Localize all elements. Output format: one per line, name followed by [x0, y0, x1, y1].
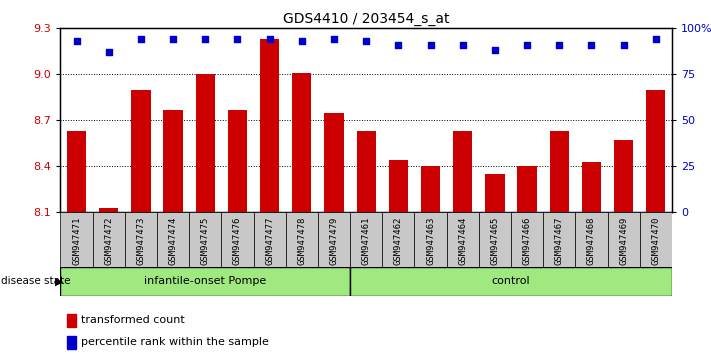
Text: transformed count: transformed count	[80, 315, 184, 325]
Text: GSM947465: GSM947465	[491, 216, 499, 265]
Bar	[292, 73, 311, 212]
Bar	[389, 160, 408, 212]
Bar	[350, 212, 383, 267]
Bar	[189, 212, 221, 267]
Point	[360, 38, 372, 44]
Text: GSM947478: GSM947478	[297, 216, 306, 265]
Point	[521, 42, 533, 48]
Point	[457, 42, 469, 48]
Text: control: control	[492, 276, 530, 286]
Bar	[453, 131, 472, 212]
Bar	[92, 212, 125, 267]
Bar	[99, 208, 118, 212]
Bar	[383, 212, 415, 267]
Point	[586, 42, 597, 48]
Point	[103, 50, 114, 55]
Point	[328, 36, 340, 42]
Bar	[518, 166, 537, 212]
Bar	[196, 74, 215, 212]
Text: GSM947477: GSM947477	[265, 216, 274, 265]
Point	[264, 36, 275, 42]
Bar	[254, 212, 286, 267]
Bar	[607, 212, 640, 267]
Bar	[582, 162, 601, 212]
Text: GSM947464: GSM947464	[458, 216, 467, 265]
Point	[167, 36, 178, 42]
Text: GSM947475: GSM947475	[201, 216, 210, 265]
Point	[650, 36, 661, 42]
Bar	[67, 131, 86, 212]
Text: infantile-onset Pompe: infantile-onset Pompe	[144, 276, 267, 286]
Bar	[415, 212, 447, 267]
Point	[392, 42, 404, 48]
Point	[232, 36, 243, 42]
Text: percentile rank within the sample: percentile rank within the sample	[80, 337, 269, 348]
Point	[618, 42, 629, 48]
Bar	[356, 131, 376, 212]
Bar	[125, 212, 157, 267]
Bar	[132, 90, 151, 212]
Text: GSM947471: GSM947471	[72, 216, 81, 265]
Title: GDS4410 / 203454_s_at: GDS4410 / 203454_s_at	[283, 12, 449, 26]
Point	[554, 42, 565, 48]
Bar	[318, 212, 350, 267]
Bar	[550, 131, 569, 212]
Bar	[614, 140, 634, 212]
Point	[135, 36, 146, 42]
Point	[425, 42, 437, 48]
Bar	[447, 212, 479, 267]
Point	[71, 38, 82, 44]
Bar	[286, 212, 318, 267]
Text: GSM947462: GSM947462	[394, 216, 403, 265]
Bar	[421, 166, 440, 212]
Bar	[67, 336, 76, 349]
Bar	[511, 212, 543, 267]
Bar	[640, 212, 672, 267]
Text: GSM947461: GSM947461	[362, 216, 370, 265]
Point	[200, 36, 211, 42]
Bar	[479, 212, 511, 267]
Text: ▶: ▶	[55, 276, 63, 286]
Bar	[324, 113, 343, 212]
Text: GSM947466: GSM947466	[523, 216, 532, 265]
Text: GSM947467: GSM947467	[555, 216, 564, 265]
Bar	[60, 212, 92, 267]
Bar	[221, 212, 254, 267]
Bar	[575, 212, 607, 267]
Bar	[646, 90, 665, 212]
Bar	[228, 110, 247, 212]
Bar	[485, 174, 505, 212]
Point	[489, 47, 501, 53]
Point	[296, 38, 307, 44]
Bar	[260, 39, 279, 212]
Bar	[157, 212, 189, 267]
Text: GSM947476: GSM947476	[233, 216, 242, 265]
Text: GSM947479: GSM947479	[329, 216, 338, 265]
Bar	[67, 314, 76, 327]
Text: GSM947469: GSM947469	[619, 216, 628, 265]
Text: GSM947463: GSM947463	[426, 216, 435, 265]
Text: GSM947474: GSM947474	[169, 216, 178, 265]
Text: GSM947473: GSM947473	[137, 216, 145, 265]
Bar	[543, 212, 575, 267]
Text: GSM947470: GSM947470	[651, 216, 661, 265]
Text: GSM947472: GSM947472	[105, 216, 113, 265]
Text: GSM947468: GSM947468	[587, 216, 596, 265]
Bar	[164, 110, 183, 212]
Text: disease state: disease state	[1, 276, 71, 286]
Bar	[350, 267, 672, 296]
Bar	[60, 267, 350, 296]
